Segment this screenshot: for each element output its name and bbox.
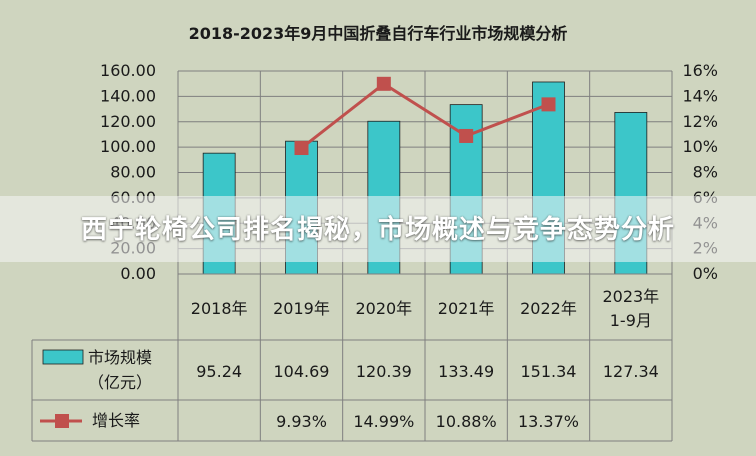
y-left-tick-label: 140.00 <box>100 86 156 105</box>
y-right-tick-label: 0% <box>693 264 718 283</box>
table-value-scale: 104.69 <box>274 362 330 381</box>
x-category-label: 2023年 <box>602 287 659 306</box>
y-left-tick-label: 80.00 <box>110 163 156 182</box>
table-value-scale: 127.34 <box>603 362 659 381</box>
y-left-tick-label: 120.00 <box>100 112 156 131</box>
x-category-label: 2020年 <box>355 299 412 318</box>
table-value-growth: 9.93% <box>276 412 327 431</box>
table-value-scale: 95.24 <box>196 362 242 381</box>
y-right-tick-label: 8% <box>693 163 718 182</box>
x-category-label: 2019年 <box>273 299 330 318</box>
growth-line <box>294 76 556 156</box>
table-value-scale: 120.39 <box>356 362 412 381</box>
y-right-tick-label: 14% <box>682 86 718 105</box>
table-value-growth: 14.99% <box>353 412 414 431</box>
y-right-tick-label: 10% <box>682 137 718 156</box>
growth-marker <box>294 141 309 156</box>
x-category-label: 2022年 <box>520 299 577 318</box>
growth-marker <box>376 76 391 91</box>
y-left-tick-label: 0.00 <box>120 264 156 283</box>
y-left-tick-label: 100.00 <box>100 137 156 156</box>
table-value-scale: 133.49 <box>438 362 494 381</box>
x-category-label: 2018年 <box>191 299 248 318</box>
banner-title: 西宁轮椅公司排名揭秘，市场概述与竞争态势分析 <box>80 215 675 245</box>
table-value-growth: 10.88% <box>436 412 497 431</box>
table-value-growth: 13.37% <box>518 412 579 431</box>
banner-overlay <box>0 196 756 262</box>
legend-bar-label: （亿元） <box>88 373 152 392</box>
x-category-label: 1-9月 <box>610 311 652 330</box>
y-left-tick-label: 160.00 <box>100 61 156 80</box>
legend-line-label: 增长率 <box>92 411 140 430</box>
growth-marker <box>541 97 556 112</box>
legend-line-marker <box>55 414 69 428</box>
y-right-tick-label: 12% <box>682 112 718 131</box>
legend-bar-swatch <box>42 349 84 365</box>
growth-marker <box>459 128 474 143</box>
y-right-tick-label: 16% <box>682 61 718 80</box>
x-category-label: 2021年 <box>438 299 495 318</box>
table-value-scale: 151.34 <box>521 362 577 381</box>
legend-bar-label: 市场规模 <box>88 348 152 367</box>
chart-title: 2018-2023年9月中国折叠自行车行业市场规模分析 <box>189 24 568 43</box>
growth-line-path <box>300 81 550 150</box>
